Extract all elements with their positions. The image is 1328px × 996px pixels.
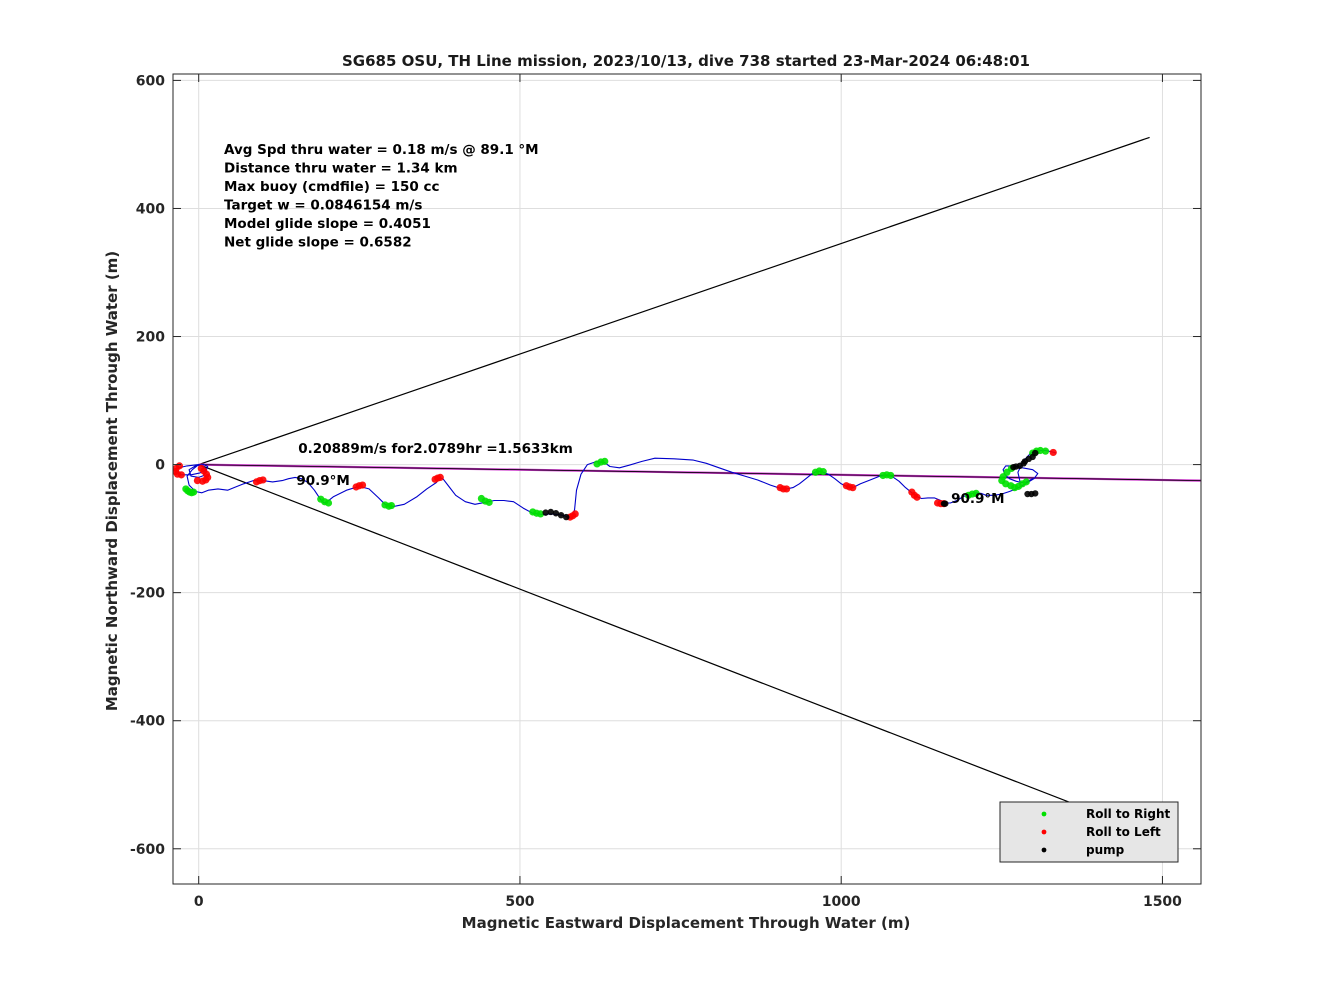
pump-marker (547, 508, 554, 516)
roll-to-right-marker (324, 499, 333, 507)
legend-marker-roll-to-right (1041, 811, 1047, 817)
roll-to-right-marker (1022, 478, 1030, 486)
stats-block: Avg Spd thru water = 0.18 m/s @ 89.1 °M D… (224, 142, 539, 251)
pump-marker (1032, 449, 1039, 457)
x-tick-label: 0 (194, 894, 204, 910)
roll-to-left-marker (782, 485, 791, 493)
x-tick-label: 1500 (1143, 894, 1182, 910)
pump-marker (542, 509, 549, 516)
legend-marker-pump (1041, 847, 1047, 853)
legend: Roll to Right Roll to Left pump (999, 801, 1179, 863)
y-tick-label: 400 (136, 201, 165, 217)
annotation-label: 90.9°M (951, 491, 1005, 507)
y-tick-label: -400 (130, 714, 165, 730)
stats-line: Distance thru water = 1.34 km (224, 161, 458, 177)
pump-marker (563, 513, 570, 521)
y-axis-label: Magnetic Northward Displacement Through … (103, 251, 121, 711)
roll-markers (173, 446, 1057, 521)
pump-marker (1032, 490, 1039, 497)
cone-line-lower (198, 464, 1144, 832)
grid-lines (173, 74, 1201, 884)
pump-marker (557, 511, 565, 519)
roll-to-right-marker (819, 468, 827, 476)
roll-to-left-marker (849, 484, 857, 492)
roll-to-right-marker (1041, 447, 1050, 455)
cone-line-upper (198, 136, 1150, 466)
y-tick-label: -600 (130, 842, 165, 858)
roll-to-right-marker (972, 489, 980, 498)
legend-marker-roll-to-left (1041, 829, 1047, 835)
x-axis-label: Magnetic Eastward Displacement Through W… (462, 914, 911, 932)
chart-title: SG685 OSU, TH Line mission, 2023/10/13, … (342, 52, 1030, 70)
y-tick-label: 600 (136, 73, 165, 89)
stats-line: Avg Spd thru water = 0.18 m/s @ 89.1 °M (224, 142, 539, 158)
roll-to-right-marker (536, 510, 545, 518)
stats-line: Max buoy (cmdfile) = 150 cc (224, 179, 439, 195)
pump-marker (942, 500, 949, 507)
legend-box (999, 801, 1179, 863)
roll-to-left-marker (259, 476, 267, 484)
roll-to-left-marker (358, 481, 367, 489)
x-tick-label: 1000 (822, 894, 861, 910)
roll-to-left-marker (436, 473, 444, 481)
roll-to-left-marker (913, 493, 921, 501)
legend-label-roll-to-left: Roll to Left (1086, 825, 1161, 839)
roll-to-left-marker (571, 510, 579, 518)
pump-marker (552, 510, 560, 517)
stats-line: Model glide slope = 0.4051 (224, 216, 431, 232)
roll-to-right-marker (601, 457, 609, 465)
roll-to-right-marker (387, 501, 396, 510)
roll-to-left-marker (177, 471, 185, 479)
roll-to-left-marker (193, 477, 202, 485)
stats-line: Target w = 0.0846154 m/s (224, 198, 422, 214)
annotations: 0.20889m/s for2.0789hr =1.5633km 90.9°M 90… (296, 441, 1004, 507)
annotation-label: 0.20889m/s for2.0789hr =1.5633km (298, 441, 573, 457)
legend-label-roll-to-right: Roll to Right (1086, 807, 1171, 821)
roll-to-left-marker (1049, 448, 1057, 457)
y-tick-label: 200 (136, 330, 165, 346)
x-tick-label: 500 (505, 894, 534, 910)
y-tick-label: -200 (130, 586, 165, 602)
annotation-label: 90.9°M (296, 473, 350, 489)
axis-ticks: 0 500 1000 1500 -600 -400 -200 0 200 400 600 (130, 73, 1201, 910)
roll-to-right-marker (485, 498, 493, 506)
plot-frame (172, 73, 1202, 885)
roll-to-right-marker (887, 471, 895, 480)
stats-line: Net glide slope = 0.6582 (224, 235, 412, 251)
roll-to-right-marker (189, 488, 198, 496)
y-tick-label: 0 (155, 458, 165, 474)
legend-label-pump: pump (1086, 843, 1125, 857)
